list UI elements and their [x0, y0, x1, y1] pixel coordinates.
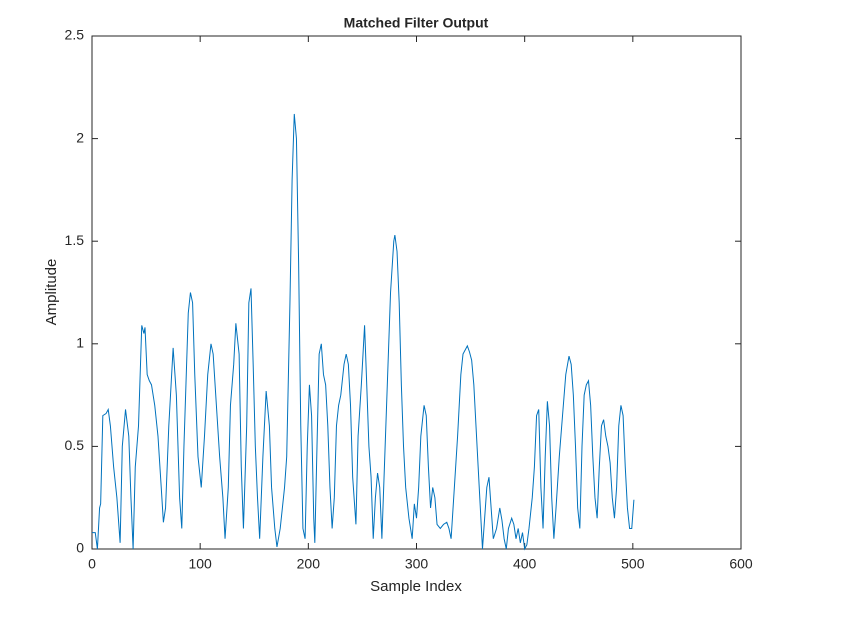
y-tick-label: 1.5 [65, 232, 85, 248]
y-tick-label: 1 [76, 335, 84, 351]
x-tick-label: 600 [729, 556, 753, 572]
y-axis-label: Amplitude [43, 259, 60, 326]
x-axis-label: Sample Index [370, 578, 462, 595]
x-tick-label: 300 [405, 556, 429, 572]
x-tick-label: 0 [88, 556, 96, 572]
x-tick-label: 200 [297, 556, 321, 572]
y-tick-label: 0.5 [65, 437, 85, 453]
y-tick-label: 2.5 [65, 27, 85, 43]
y-tick-label: 2 [76, 129, 84, 145]
data-line [92, 113, 635, 551]
chart-title: Matched Filter Output [344, 15, 489, 31]
x-tick-label: 500 [621, 556, 645, 572]
x-tick-label: 100 [188, 556, 212, 572]
y-tick-label: 0 [76, 540, 84, 556]
x-tick-label: 400 [513, 556, 537, 572]
